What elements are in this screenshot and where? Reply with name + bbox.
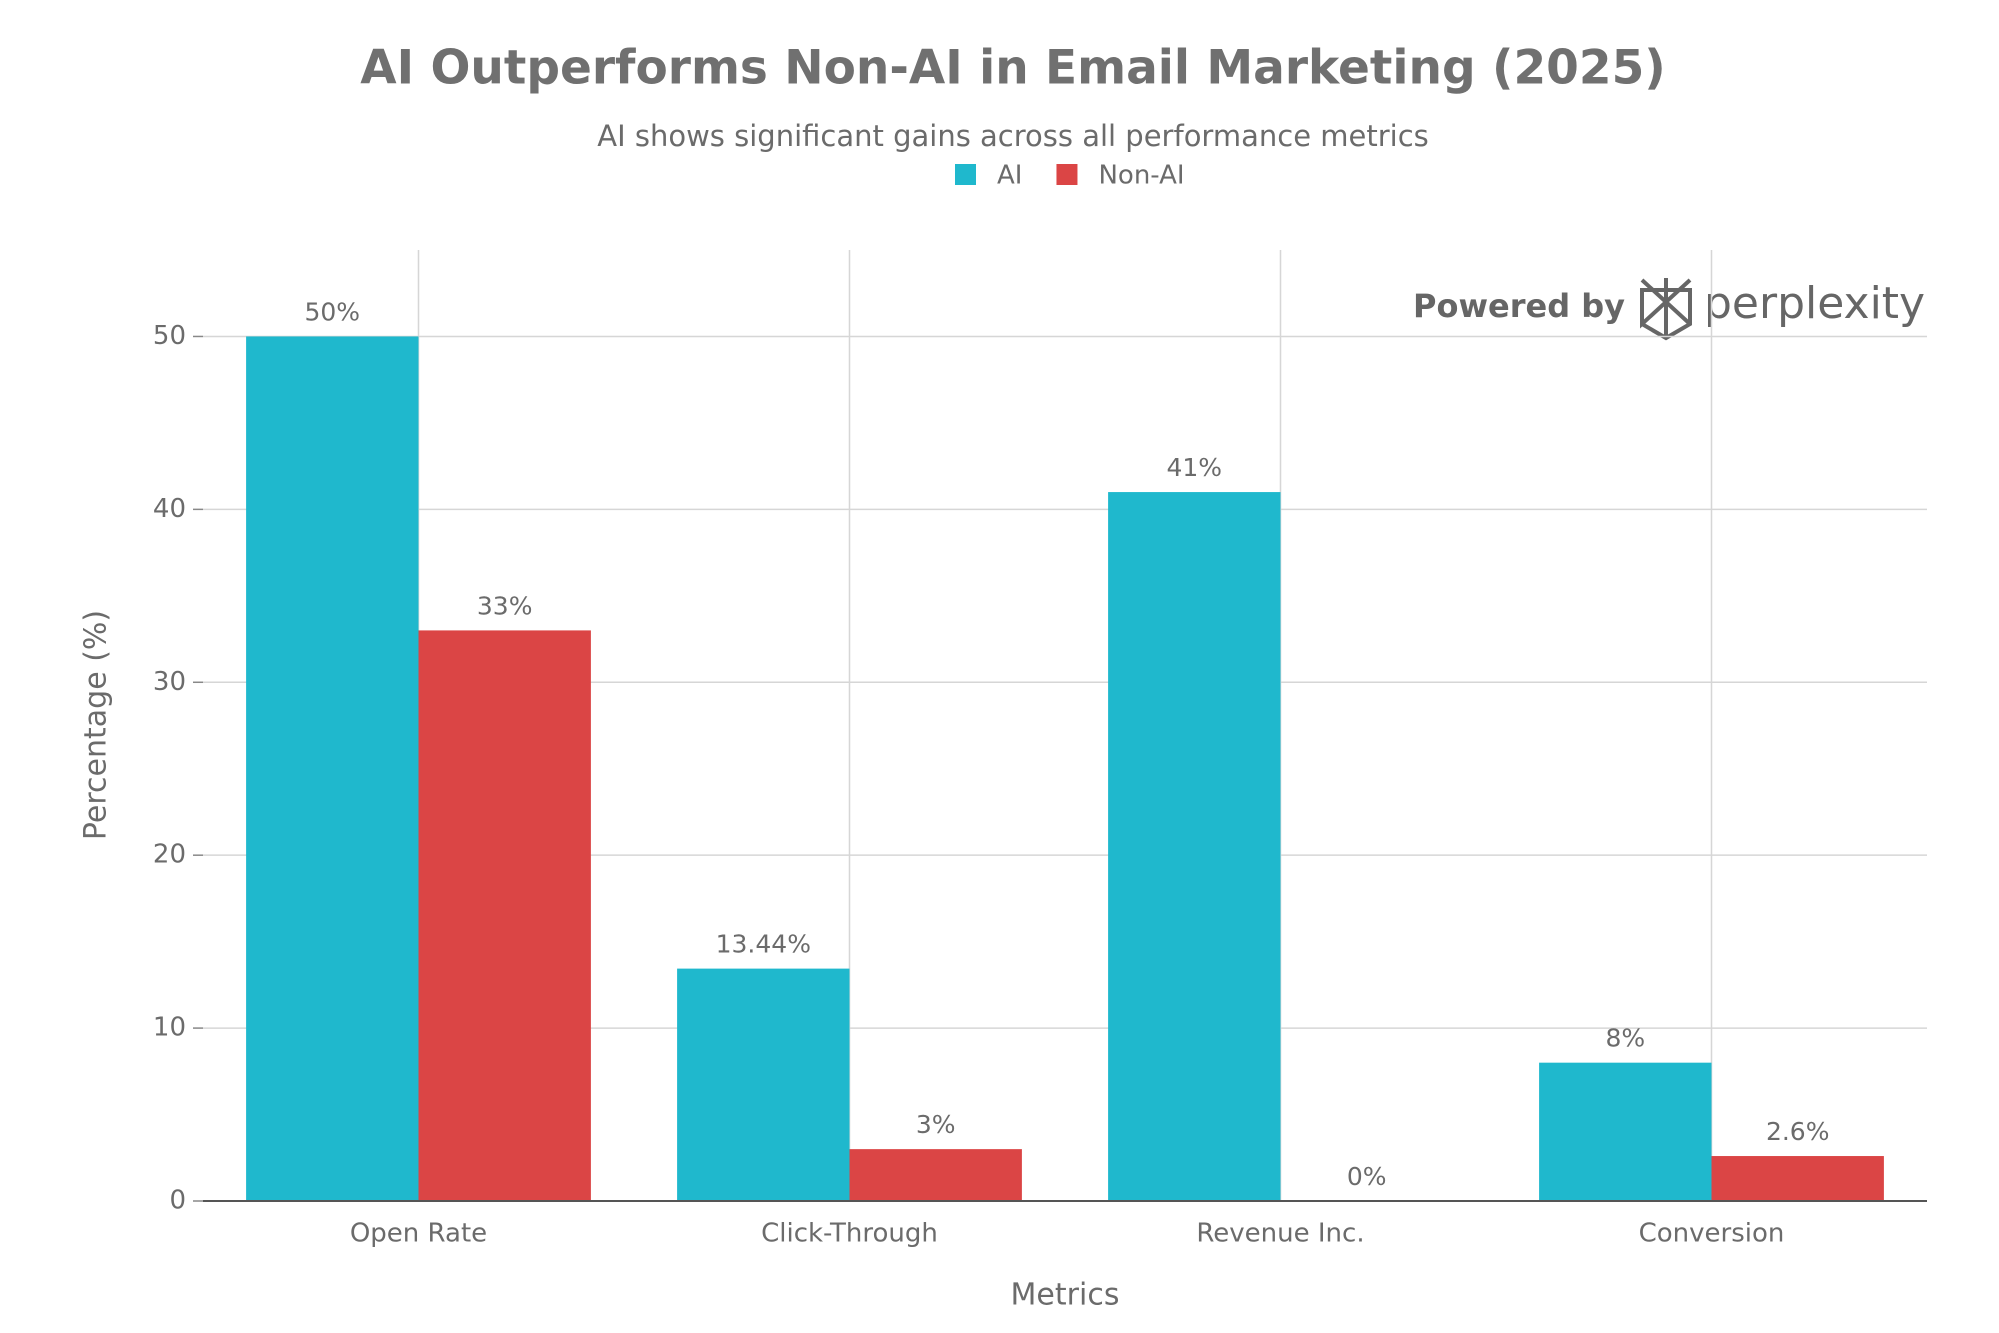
value-label: 50% [305, 297, 361, 326]
bar [418, 630, 591, 1201]
value-label: 0% [1347, 1162, 1387, 1191]
bar [1108, 492, 1281, 1201]
x-tick-label: Conversion [1639, 1219, 1785, 1249]
value-label: 33% [477, 591, 533, 620]
y-tick-label: 0 [169, 1186, 186, 1216]
y-axis-title: Percentage (%) [79, 610, 114, 840]
x-axis-title: Metrics [1011, 1278, 1120, 1313]
value-label: 8% [1605, 1024, 1645, 1053]
x-tick-label: Open Rate [350, 1219, 487, 1249]
legend-label: Non-AI [1098, 161, 1184, 191]
x-tick-label: Revenue Inc. [1196, 1219, 1364, 1249]
bar [849, 1149, 1022, 1201]
value-label: 41% [1167, 453, 1223, 482]
value-label: 3% [916, 1110, 956, 1139]
y-tick-label: 30 [153, 667, 186, 697]
legend-swatch [1056, 164, 1078, 185]
bar [1711, 1156, 1884, 1201]
bar [677, 968, 850, 1201]
chart-subtitle: AI shows significant gains across all pe… [597, 119, 1429, 153]
legend-swatch [955, 164, 976, 185]
y-tick-label: 10 [153, 1013, 186, 1043]
bar [1539, 1062, 1712, 1201]
y-tick-label: 20 [153, 840, 186, 870]
bar [246, 336, 419, 1201]
value-label: 2.6% [1766, 1117, 1830, 1146]
watermark-logo [1640, 278, 1692, 341]
value-label: 13.44% [716, 930, 811, 959]
legend-label: AI [997, 161, 1022, 191]
watermark: Powered by perplexity [1413, 278, 1925, 341]
chart-title: AI Outperforms Non-AI in Email Marketing… [360, 41, 1666, 96]
watermark-prefix: Powered by [1413, 287, 1625, 325]
y-tick-label: 40 [153, 494, 186, 524]
x-tick-label: Click-Through [761, 1219, 938, 1249]
y-tick-label: 50 [153, 321, 186, 351]
watermark-brand: perplexity [1704, 278, 1925, 329]
